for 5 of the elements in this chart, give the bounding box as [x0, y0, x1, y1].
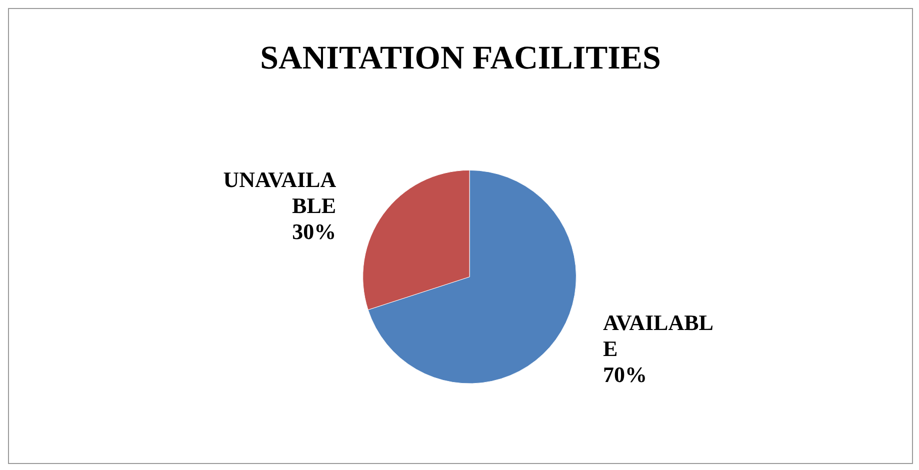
chart-title: SANITATION FACILITIES [260, 40, 661, 76]
slice-label: AVAILABLE [602, 310, 714, 361]
data-label: 70% [602, 362, 647, 387]
slice-label: UNAVAILABLE [223, 166, 336, 218]
data-label: 30% [292, 218, 336, 244]
